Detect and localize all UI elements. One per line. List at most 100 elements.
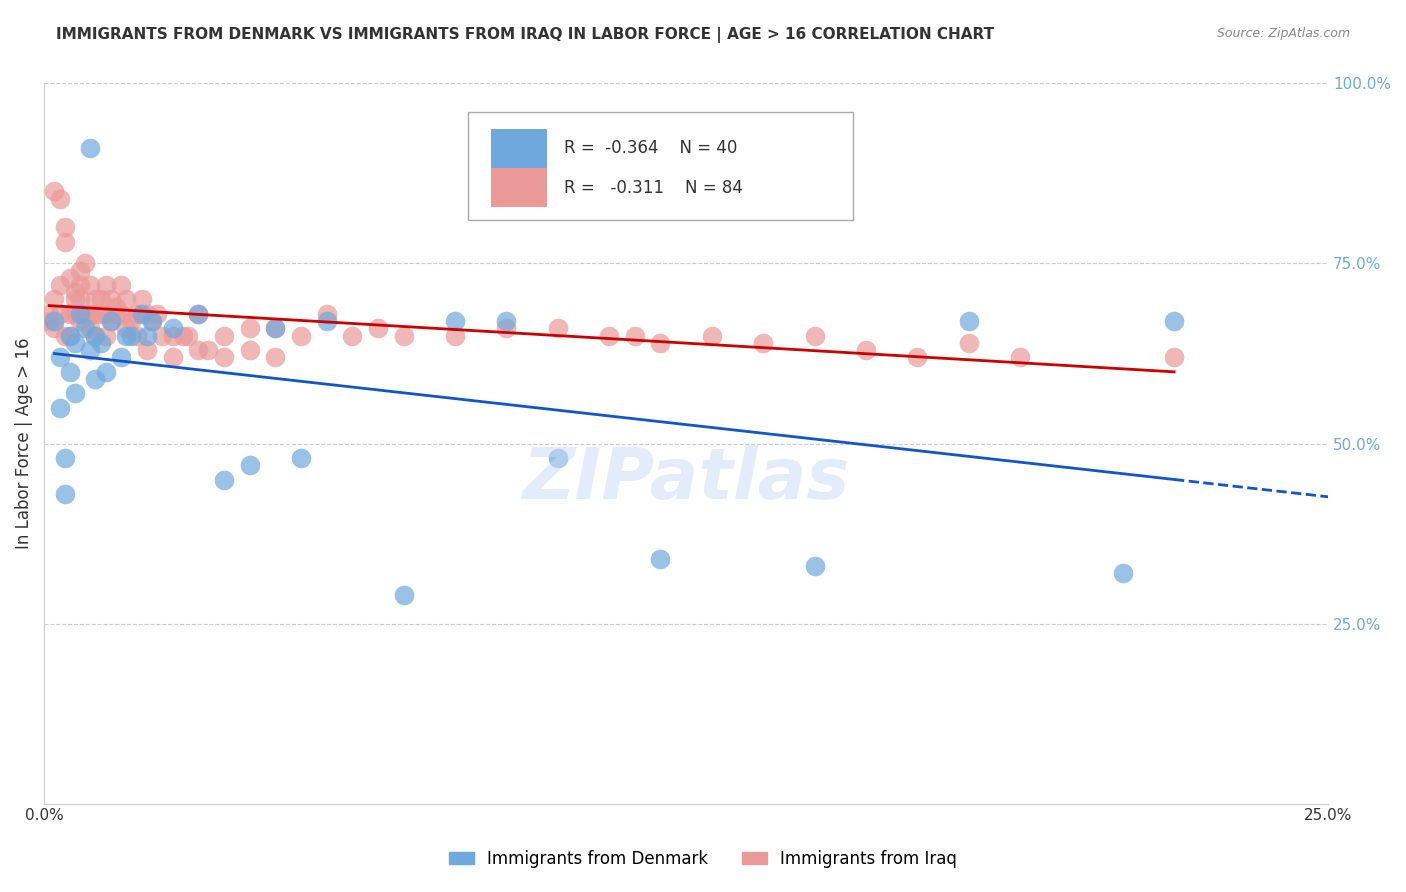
Point [90, 293, 112, 307]
Point [59, 364, 82, 378]
Point [957, 335, 980, 350]
Point [131, 307, 153, 321]
Point [315, 307, 337, 321]
Point [125, 328, 148, 343]
Point [100, 293, 122, 307]
Point [803, 558, 825, 573]
Point [59, 328, 82, 343]
Point [48, 350, 70, 364]
Point [48, 278, 70, 293]
Point [69, 314, 91, 328]
Point [105, 300, 128, 314]
Point [69, 293, 91, 307]
Point [53, 487, 76, 501]
Point [84, 293, 107, 307]
Point [1163, 314, 1185, 328]
Point [162, 350, 184, 364]
Point [342, 328, 364, 343]
FancyBboxPatch shape [468, 112, 853, 220]
Point [315, 314, 337, 328]
Point [495, 314, 517, 328]
Point [444, 314, 467, 328]
Point [212, 350, 235, 364]
Point [69, 278, 91, 293]
Point [63, 285, 86, 300]
Point [264, 350, 287, 364]
Point [94, 278, 117, 293]
Point [84, 372, 107, 386]
Point [187, 307, 209, 321]
Point [44, 293, 66, 307]
Point [598, 328, 620, 343]
Point [79, 278, 101, 293]
Text: Source: ZipAtlas.com: Source: ZipAtlas.com [1216, 27, 1350, 40]
FancyBboxPatch shape [491, 169, 547, 207]
Point [90, 335, 112, 350]
Point [290, 450, 312, 465]
Point [187, 343, 209, 357]
Point [650, 551, 672, 566]
Point [197, 343, 219, 357]
Point [290, 328, 312, 343]
Point [75, 307, 97, 321]
Point [63, 307, 86, 321]
Point [146, 307, 169, 321]
Text: R =   -0.311    N = 84: R = -0.311 N = 84 [564, 179, 742, 197]
Point [187, 307, 209, 321]
Point [392, 588, 415, 602]
Point [53, 235, 76, 249]
Point [79, 321, 101, 335]
Point [115, 293, 138, 307]
Point [84, 328, 107, 343]
Point [238, 458, 260, 472]
Point [264, 321, 287, 335]
FancyBboxPatch shape [491, 128, 547, 168]
Point [100, 314, 122, 328]
Point [69, 307, 91, 321]
Point [238, 343, 260, 357]
Point [115, 321, 138, 335]
Point [650, 335, 672, 350]
Point [623, 328, 645, 343]
Point [59, 271, 82, 285]
Point [63, 386, 86, 401]
Point [444, 328, 467, 343]
Point [957, 314, 980, 328]
Point [238, 321, 260, 335]
Point [495, 321, 517, 335]
Point [94, 328, 117, 343]
Point [125, 307, 148, 321]
Point [53, 328, 76, 343]
Point [120, 328, 142, 343]
Point [264, 321, 287, 335]
Y-axis label: In Labor Force | Age > 16: In Labor Force | Age > 16 [15, 338, 32, 549]
Point [59, 328, 82, 343]
Point [44, 321, 66, 335]
Point [110, 350, 132, 364]
Point [110, 307, 132, 321]
Point [53, 450, 76, 465]
Point [69, 263, 91, 277]
Point [855, 343, 877, 357]
Point [90, 307, 112, 321]
Point [135, 307, 157, 321]
Point [141, 314, 163, 328]
Point [53, 220, 76, 235]
Point [79, 141, 101, 155]
Point [700, 328, 723, 343]
Point [150, 328, 173, 343]
Point [392, 328, 415, 343]
Point [115, 328, 138, 343]
Point [44, 185, 66, 199]
Point [84, 307, 107, 321]
Point [367, 321, 389, 335]
Point [1008, 350, 1031, 364]
Point [75, 321, 97, 335]
Point [63, 293, 86, 307]
Point [177, 328, 200, 343]
Text: IMMIGRANTS FROM DENMARK VS IMMIGRANTS FROM IRAQ IN LABOR FORCE | AGE > 16 CORREL: IMMIGRANTS FROM DENMARK VS IMMIGRANTS FR… [56, 27, 994, 43]
Point [94, 364, 117, 378]
Point [141, 314, 163, 328]
Point [79, 307, 101, 321]
Point [172, 328, 194, 343]
